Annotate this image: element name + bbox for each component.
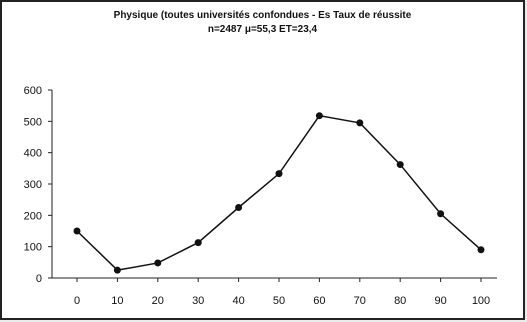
x-tick-label: 80: [394, 295, 406, 307]
data-point: [113, 266, 121, 274]
x-tick-label: 100: [472, 295, 490, 307]
data-point: [194, 239, 202, 247]
chart-subtitle: n=2487 μ=55,3 ET=23,4: [207, 24, 318, 35]
data-point: [154, 259, 162, 267]
y-tick-label: 400: [24, 148, 42, 160]
y-tick-label: 500: [24, 116, 42, 128]
data-point: [396, 161, 404, 169]
x-tick-label: 50: [273, 295, 285, 307]
x-tick-label: 30: [192, 295, 204, 307]
y-tick-label: 600: [24, 85, 42, 97]
x-tick-label: 70: [354, 295, 366, 307]
x-tick-label: 20: [152, 295, 164, 307]
x-tick-label: 10: [111, 295, 123, 307]
x-tick-label: 40: [232, 295, 244, 307]
x-tick-label: 60: [313, 295, 325, 307]
data-point: [356, 119, 364, 127]
x-tick-label: 90: [434, 295, 446, 307]
data-point: [315, 112, 323, 120]
line-chart: 0 100 200 300 400 500 600 0 10 20 30 40 50 60 70 80 90 10…: [24, 85, 497, 307]
data-point: [73, 227, 81, 235]
series-line: [76, 114, 482, 271]
chart-title: Physique (toutes universités confondues …: [113, 10, 412, 21]
data-point: [235, 204, 243, 211]
x-tick-label: 0: [74, 295, 80, 307]
y-tick-label: 200: [24, 210, 42, 222]
y-tick-label: 0: [36, 273, 42, 285]
data-point: [477, 246, 485, 254]
y-tick-label: 300: [24, 179, 42, 191]
data-point: [275, 170, 283, 178]
y-tick-label: 100: [24, 242, 42, 254]
data-point: [437, 210, 445, 218]
